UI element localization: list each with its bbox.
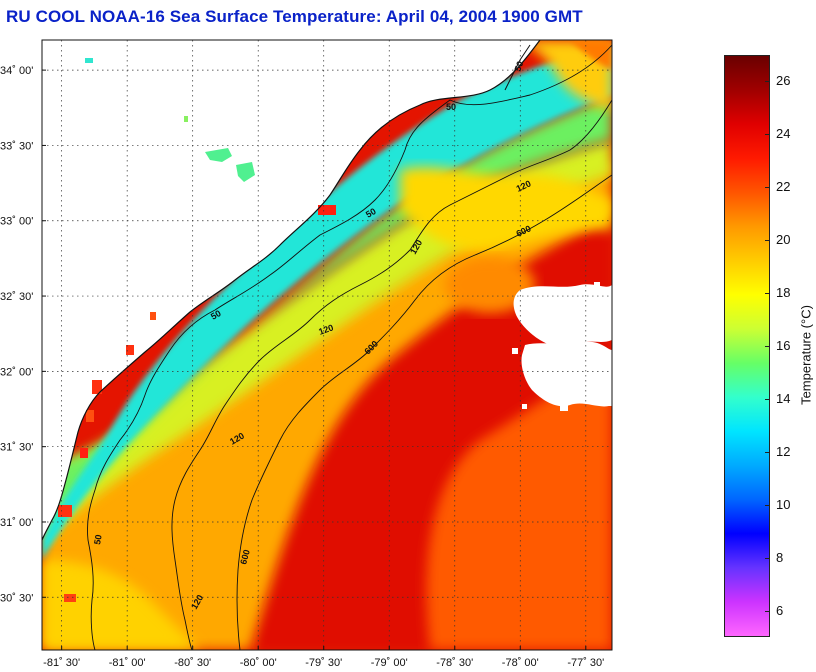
colorbar-tick-label: 20 bbox=[776, 232, 791, 248]
inland-water-pixels bbox=[58, 58, 336, 602]
colorbar-tick-label: 6 bbox=[776, 602, 784, 618]
colorbar-tick-label: 18 bbox=[776, 285, 791, 301]
colorbar-tick-mark bbox=[765, 134, 770, 136]
cloud-mask bbox=[512, 282, 612, 411]
lon-tick-label: -78˚ 00' bbox=[502, 657, 539, 669]
colorbar-tick-label: 14 bbox=[776, 390, 791, 406]
contour-label-50: 50 bbox=[446, 102, 456, 112]
contour-label-50: 50 bbox=[92, 534, 104, 546]
temperature-colorbar bbox=[724, 55, 770, 637]
lat-tick-label: 32˚ 30' bbox=[0, 291, 33, 303]
contour-label-50: 50 bbox=[512, 60, 525, 73]
graticule bbox=[42, 40, 612, 650]
colorbar-tick-mark bbox=[765, 187, 770, 189]
colorbar-tick-mark bbox=[765, 451, 770, 453]
colorbar-tick-label: 8 bbox=[776, 549, 784, 565]
map-frame bbox=[41, 39, 613, 651]
lat-tick-label: 33˚ 00' bbox=[0, 216, 33, 228]
contour-label-50: 50 bbox=[209, 308, 223, 322]
lat-tick-label: 31˚ 00' bbox=[0, 517, 33, 529]
isobath-600m bbox=[236, 174, 612, 650]
ne-orange-patch bbox=[570, 40, 612, 70]
lat-tick-label: 33˚ 30' bbox=[0, 140, 33, 152]
colorbar-tick-mark bbox=[765, 293, 770, 295]
lat-tick-label: 34˚ 00' bbox=[0, 65, 33, 77]
mid-yellow-bulge bbox=[400, 167, 612, 251]
contour-label-120: 120 bbox=[317, 322, 335, 337]
colorbar-tick-mark bbox=[765, 557, 770, 559]
shelf-green bbox=[42, 95, 612, 540]
lat-tick-label: 31˚ 30' bbox=[0, 442, 33, 454]
colorbar-tick-mark bbox=[765, 610, 770, 612]
lat-tick-label: 32˚ 00' bbox=[0, 366, 33, 378]
lon-tick-label: -77˚ 30' bbox=[567, 657, 604, 669]
lon-tick-label: -79˚ 30' bbox=[305, 657, 342, 669]
offshore-orange-band bbox=[426, 360, 612, 650]
land-mass bbox=[42, 40, 540, 540]
lat-tick-label: 30˚ 30' bbox=[0, 592, 33, 604]
southern-yellow bbox=[42, 560, 200, 650]
eddy-orange bbox=[445, 257, 535, 313]
colorbar-tick-mark bbox=[765, 504, 770, 506]
longitude-axis: -81˚ 30' -81˚ 00' -80˚ 30' -80˚ 00' -79˚ 30'… bbox=[43, 646, 604, 669]
colorbar-axis-title: Temperature (°C) bbox=[798, 305, 814, 405]
colorbar-tick-mark bbox=[765, 346, 770, 347]
colorbar-tick-mark bbox=[765, 81, 770, 83]
colorbar-tick-label: 12 bbox=[776, 443, 791, 459]
colorbar-tick-mark bbox=[765, 240, 770, 242]
nearshore-cyan bbox=[42, 45, 612, 560]
coastline bbox=[42, 40, 541, 541]
lon-tick-label: -81˚ 00' bbox=[109, 657, 146, 669]
isobath-50m bbox=[87, 44, 612, 650]
map-title: RU COOL NOAA-16 Sea Surface Temperature:… bbox=[6, 7, 583, 26]
lon-tick-label: -80˚ 00' bbox=[240, 657, 277, 669]
ne-yellow-patch bbox=[520, 40, 612, 110]
colorbar-tick-label: 26 bbox=[776, 73, 791, 89]
latitude-axis: 34˚ 00' 33˚ 30' 33˚ 00' 32˚ 30' 32˚ 00' 31˚ 3… bbox=[0, 65, 46, 604]
colorbar-tick-label: 16 bbox=[776, 338, 791, 353]
lon-tick-label: -80˚ 30' bbox=[174, 657, 211, 669]
contour-label-50: 50 bbox=[364, 206, 378, 220]
sst-field: 50 50 50 50 50 120 120 120 120 120 600 6… bbox=[42, 40, 612, 650]
colorbar-tick-mark bbox=[765, 398, 770, 400]
colorbar-tick-label: 22 bbox=[776, 179, 791, 195]
isobath-120m bbox=[171, 99, 612, 650]
lon-tick-label: -79˚ 00' bbox=[371, 657, 408, 669]
colorbar-tick-label: 10 bbox=[776, 496, 791, 512]
colorbar-tick-label: 24 bbox=[776, 126, 791, 142]
lon-tick-label: -81˚ 30' bbox=[43, 657, 80, 669]
lon-tick-label: -78˚ 30' bbox=[436, 657, 473, 669]
contour-label-600: 600 bbox=[238, 548, 252, 565]
